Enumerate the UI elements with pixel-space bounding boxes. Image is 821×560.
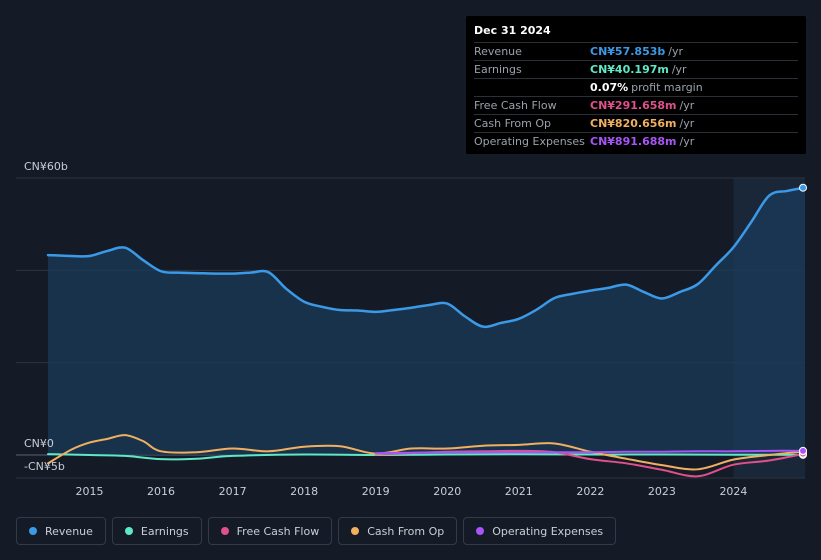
x-tick-label: 2019 (362, 485, 390, 498)
x-tick-label: 2017 (219, 485, 247, 498)
legend-label: Cash From Op (367, 524, 445, 538)
tooltip-row: Earnings CN¥40.197m/yr (474, 61, 798, 79)
x-tick-label: 2023 (648, 485, 676, 498)
tooltip-row: Revenue CN¥57.853b/yr (474, 43, 798, 61)
operating-expenses-line (374, 449, 806, 455)
legend-dot-icon (351, 527, 360, 535)
tooltip-row-unit: /yr (679, 99, 695, 112)
legend-dot-icon (124, 527, 133, 535)
x-tick-label: 2020 (433, 485, 461, 498)
y-tick-label: CN¥0 (24, 437, 54, 450)
tooltip-panel: Dec 31 2024 Revenue CN¥57.853b/yr Earnings… (466, 16, 806, 154)
legend-label: Earnings (140, 524, 189, 538)
legend-label: Free Cash Flow (236, 524, 320, 538)
x-tick-label: 2022 (576, 485, 604, 498)
tooltip-row-value: CN¥57.853b (590, 45, 666, 58)
tooltip-row-label: Operating Expenses (474, 135, 585, 148)
legend-item-earnings[interactable]: Earnings (111, 517, 202, 545)
tooltip-row-label: Cash From Op (474, 117, 552, 130)
tooltip-row-value: CN¥891.688m (590, 135, 677, 148)
tooltip-row-value: CN¥40.197m (590, 63, 669, 76)
legend-item-revenue[interactable]: Revenue (16, 517, 106, 545)
y-axis-labels: CN¥60b CN¥0 -CN¥5b (24, 160, 68, 473)
legend: Revenue Earnings Free Cash Flow Cash From O… (16, 517, 617, 545)
tooltip-row: Operating Expenses CN¥891.688m/yr (474, 133, 798, 150)
x-tick-label: 2018 (290, 485, 318, 498)
tooltip-row-unit: profit margin (631, 81, 703, 94)
x-tick-label: 2021 (505, 485, 533, 498)
series-areas (48, 187, 805, 455)
tooltip-row: 0.07% profit margin (474, 79, 798, 97)
legend-item-operating-expenses[interactable]: Operating Expenses (463, 517, 617, 545)
x-tick-label: 2016 (147, 485, 175, 498)
earnings-line (47, 453, 806, 461)
revenue-line (46, 186, 807, 329)
legend-item-free-cash-flow[interactable]: Free Cash Flow (207, 517, 333, 545)
y-tick-label: -CN¥5b (24, 460, 65, 473)
tooltip-row-unit: /yr (679, 135, 695, 148)
series-lines (46, 186, 807, 478)
legend-label: Operating Expenses (492, 524, 604, 538)
y-tick-label: CN¥60b (24, 160, 68, 173)
x-tick-label: 2024 (719, 485, 747, 498)
operating-expenses-endpoint (799, 446, 807, 455)
tooltip-row-value: CN¥820.656m (590, 117, 677, 130)
tooltip-row: Free Cash Flow CN¥291.658m/yr (474, 97, 798, 115)
tooltip-row-label (474, 79, 590, 96)
legend-dot-icon (220, 527, 229, 535)
tooltip-row-label: Revenue (474, 45, 522, 58)
legend-item-cash-from-op[interactable]: Cash From Op (338, 517, 458, 545)
series-endpoints (799, 183, 807, 459)
tooltip-row: Cash From Op CN¥820.656m/yr (474, 115, 798, 133)
tooltip-row-label: Earnings (474, 63, 522, 76)
tooltip-row-value: CN¥291.658m (590, 99, 677, 112)
legend-dot-icon (476, 527, 485, 535)
legend-dot-icon (29, 527, 37, 535)
legend-label: Revenue (45, 524, 93, 538)
tooltip-date: Dec 31 2024 (474, 24, 798, 43)
x-axis-labels: 2015 2016 2017 2018 2019 2020 2021 2022 2023 2024 (75, 485, 747, 498)
tooltip-row-unit: /yr (679, 117, 695, 130)
tooltip-row-label: Free Cash Flow (474, 99, 557, 112)
tooltip-row-value: 0.07% (590, 81, 629, 94)
tooltip-row-unit: /yr (671, 63, 687, 76)
revenue-endpoint (799, 183, 807, 192)
tooltip-row-unit: /yr (668, 45, 684, 58)
revenue-area (48, 187, 805, 455)
x-tick-label: 2015 (75, 485, 103, 498)
